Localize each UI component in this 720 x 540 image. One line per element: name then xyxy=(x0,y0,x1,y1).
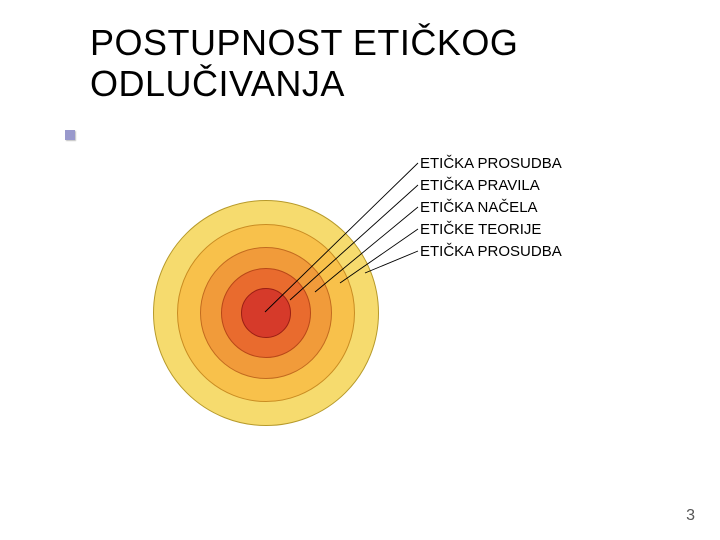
title-bullet xyxy=(65,130,75,140)
label-2: ETIČKA NAČELA xyxy=(420,199,538,216)
page-title: POSTUPNOST ETIČKOG ODLUČIVANJA xyxy=(90,22,680,105)
leader-line-4 xyxy=(365,251,418,273)
label-4: ETIČKA PROSUDBA xyxy=(420,243,562,260)
label-0: ETIČKA PROSUDBA xyxy=(420,155,562,172)
label-3: ETIČKE TEORIJE xyxy=(420,221,541,238)
page-number: 3 xyxy=(686,507,695,525)
ring-4 xyxy=(241,288,291,338)
label-1: ETIČKA PRAVILA xyxy=(420,177,540,194)
